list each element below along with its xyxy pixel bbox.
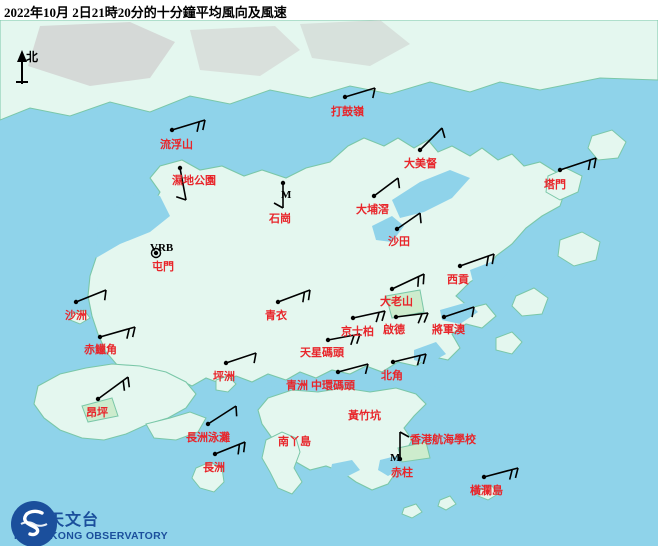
- north-label: 北: [26, 50, 39, 64]
- station-label: 南丫島: [278, 436, 311, 448]
- wind-barb: [273, 180, 286, 209]
- north-arrow: 北: [8, 48, 48, 88]
- station-label: 屯門: [152, 261, 174, 273]
- wind-barb: [223, 352, 257, 366]
- wind-barb: [371, 177, 401, 199]
- wind-barb: [350, 310, 386, 323]
- station-label: 將軍澳: [432, 324, 465, 336]
- wind-barb: [441, 306, 475, 320]
- wind-barb: [150, 247, 162, 259]
- station-label: 赤柱: [391, 467, 413, 479]
- station-label: 中環碼頭: [311, 380, 355, 392]
- wind-barb: [212, 441, 246, 457]
- wind-barb: [481, 467, 519, 480]
- wind-barb: [325, 333, 361, 346]
- wind-barb: [205, 405, 238, 427]
- wind-barb: [394, 212, 422, 232]
- wind-barb: [175, 165, 187, 201]
- station-label: 長洲泳灘: [186, 432, 230, 444]
- station-label: 京士柏: [341, 326, 374, 338]
- station-label: 長洲: [203, 462, 225, 474]
- wind-barb: [390, 353, 427, 366]
- wind-barb: [457, 253, 495, 269]
- wind-barb: [95, 376, 131, 402]
- station-label: 塔門: [544, 179, 566, 191]
- station-label: 香港航海學校: [410, 434, 476, 446]
- station-label: 西貢: [447, 274, 469, 286]
- station-label: 大老山: [380, 296, 413, 308]
- station-label: 流浮山: [160, 139, 193, 151]
- station-label: 天星碼頭: [300, 347, 344, 359]
- wind-barb: [335, 363, 369, 375]
- wind-barb: [397, 431, 410, 462]
- wind-barb: [97, 326, 136, 340]
- page-title: 2022年10月 2日21時20分的十分鐘平均風向及風速: [4, 5, 287, 20]
- station-label: VRB: [150, 242, 174, 254]
- station-label: 昂坪: [86, 407, 108, 419]
- wind-barbs-layer: [73, 87, 597, 480]
- station-label: 北角: [381, 370, 403, 382]
- station-label: 大美督: [404, 158, 437, 170]
- wind-barb: [389, 273, 425, 292]
- hko-logo: 香港天文台 HONG KONG OBSERVATORY: [8, 498, 258, 546]
- hko-logo-icon: [11, 501, 57, 546]
- wind-barb: [342, 87, 376, 100]
- station-label: 打鼓嶺: [331, 106, 364, 118]
- station-label: M: [281, 189, 292, 201]
- station-label: 沙洲: [65, 310, 87, 322]
- station-label: 橫瀾島: [470, 485, 503, 497]
- station-label: 赤鱲角: [84, 344, 117, 356]
- wind-barb: [417, 127, 446, 153]
- station-label: 大埔滘: [356, 204, 389, 216]
- map-geography: [0, 20, 658, 546]
- wind-barb: [73, 289, 107, 305]
- station-label: 沙田: [388, 236, 410, 248]
- station-label: 黃竹坑: [348, 410, 381, 422]
- station-label: 啟德: [383, 324, 405, 336]
- station-label: 青衣: [265, 310, 287, 322]
- station-label: 石崗: [269, 213, 291, 225]
- wind-barb: [275, 289, 311, 305]
- wind-barb: [557, 157, 597, 173]
- station-label: 濕地公園: [172, 175, 216, 187]
- wind-barb: [169, 119, 206, 133]
- wind-barb: [393, 312, 429, 324]
- station-label: M: [390, 452, 401, 464]
- station-label: 坪洲: [213, 371, 235, 383]
- map-canvas[interactable]: 北 打鼓嶺流浮山濕地公園 大美督塔門 M 石崗 大埔滘沙田 VRB 屯門西貢大老山沙洲 青衣啟…: [0, 20, 658, 546]
- station-label: 青洲: [286, 380, 308, 392]
